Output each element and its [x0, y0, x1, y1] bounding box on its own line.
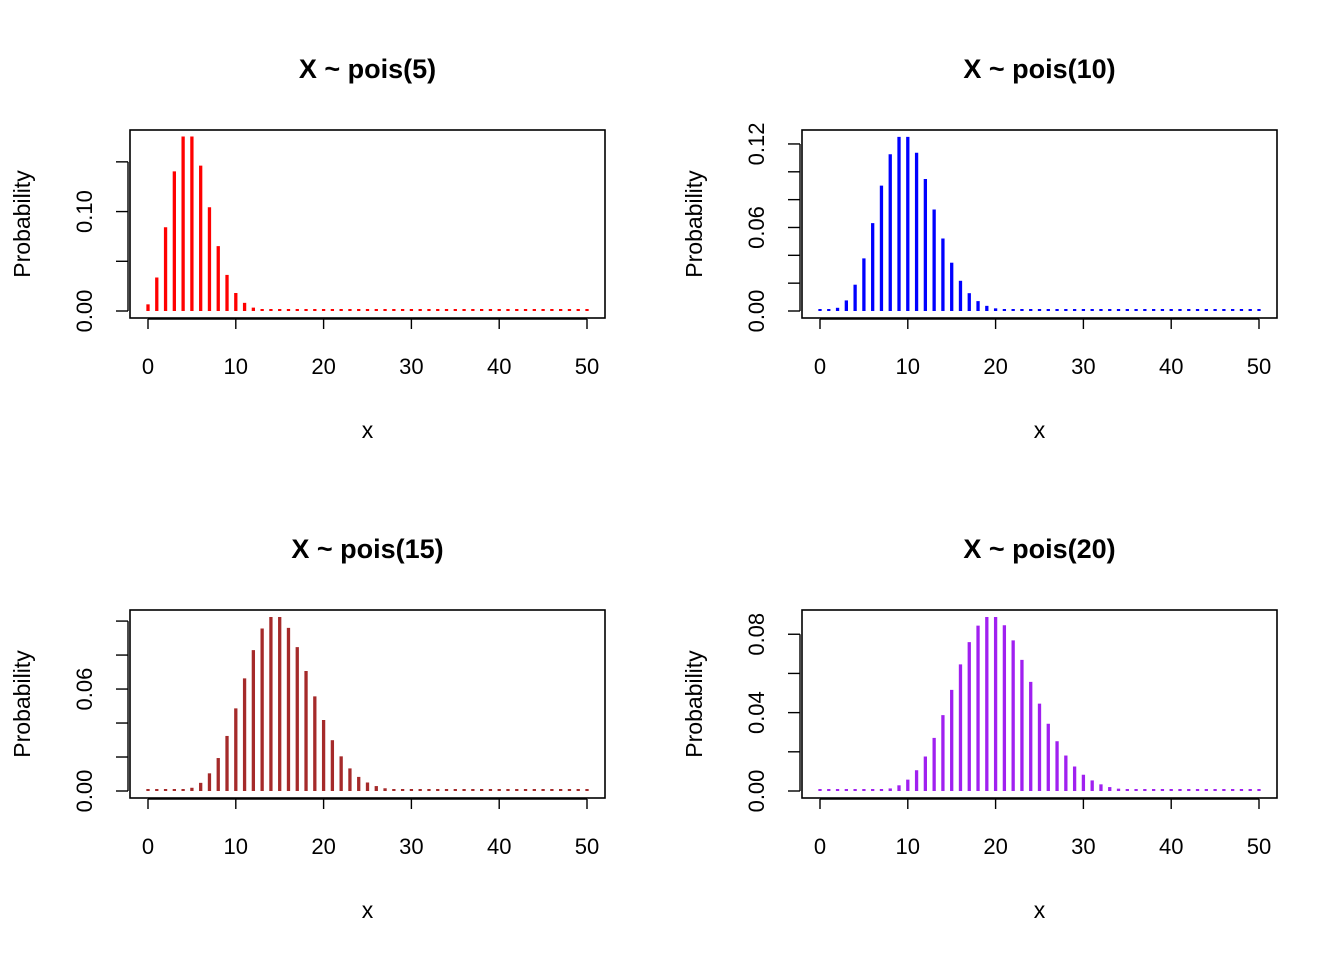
x-tick-label: 20: [983, 834, 1007, 859]
chart-panel-2: X ~ pois(10) 0 10 20 30 40 50 x 0.00 0.06 0.12 Prob…: [681, 54, 1278, 443]
plot-frame: [129, 129, 606, 319]
y-tick-label: 0.00: [744, 770, 769, 813]
x-tick-label: 50: [575, 834, 599, 859]
x-tick-label: 20: [983, 354, 1007, 379]
x-tick-label: 0: [142, 834, 154, 859]
y-axis-label: Probability: [681, 170, 707, 278]
x-tick-label: 10: [224, 354, 248, 379]
plot-frame: [801, 609, 1278, 799]
x-tick-label: 20: [311, 834, 335, 859]
x-tick-label: 50: [1247, 354, 1271, 379]
y-tick-label: 0.08: [744, 613, 769, 656]
y-tick-label: 0.00: [72, 290, 97, 333]
x-tick-label: 30: [399, 834, 423, 859]
x-tick-label: 10: [896, 354, 920, 379]
x-tick-label: 0: [142, 354, 154, 379]
y-tick-label: 0.00: [72, 770, 97, 813]
chart-panel-4: X ~ pois(20) 0 10 20 30 40 50 x 0.00 0.04 0.08 Prob…: [681, 534, 1278, 923]
x-tick-label: 30: [1071, 834, 1095, 859]
chart-panel-1: X ~ pois(5) 0 10 20 30 40 50 x 0.00 0.10 Probabili…: [9, 54, 606, 443]
y-axis-label: Probability: [681, 650, 707, 758]
y-axis-label: Probability: [9, 650, 35, 758]
x-axis-label: x: [1034, 897, 1046, 923]
plot-frame: [801, 129, 1278, 319]
x-tick-label: 40: [1159, 834, 1183, 859]
x-tick-label: 50: [575, 354, 599, 379]
x-tick-label: 10: [896, 834, 920, 859]
chart-title: X ~ pois(5): [299, 54, 436, 84]
y-tick-label: 0.12: [744, 123, 769, 166]
x-tick-label: 20: [311, 354, 335, 379]
x-tick-label: 40: [487, 834, 511, 859]
chart-panel-3: X ~ pois(15) 0 10 20 30 40 50 x 0.00 0.06 Probabil…: [9, 534, 606, 923]
y-axis-label: Probability: [9, 170, 35, 278]
x-tick-label: 10: [224, 834, 248, 859]
chart-title: X ~ pois(15): [291, 534, 443, 564]
y-tick-label: 0.00: [744, 290, 769, 333]
x-tick-label: 40: [1159, 354, 1183, 379]
plot-frame: [129, 609, 606, 799]
chart-title: X ~ pois(10): [963, 54, 1115, 84]
y-tick-label: 0.06: [72, 668, 97, 711]
x-tick-label: 50: [1247, 834, 1271, 859]
y-tick-label: 0.06: [744, 206, 769, 249]
chart-title: X ~ pois(20): [963, 534, 1115, 564]
y-tick-label: 0.04: [744, 691, 769, 734]
y-tick-label: 0.10: [72, 190, 97, 233]
x-tick-label: 40: [487, 354, 511, 379]
x-axis-label: x: [362, 897, 374, 923]
x-axis-label: x: [362, 417, 374, 443]
x-tick-label: 0: [814, 354, 826, 379]
x-tick-label: 0: [814, 834, 826, 859]
x-tick-label: 30: [1071, 354, 1095, 379]
x-tick-label: 30: [399, 354, 423, 379]
x-axis-label: x: [1034, 417, 1046, 443]
